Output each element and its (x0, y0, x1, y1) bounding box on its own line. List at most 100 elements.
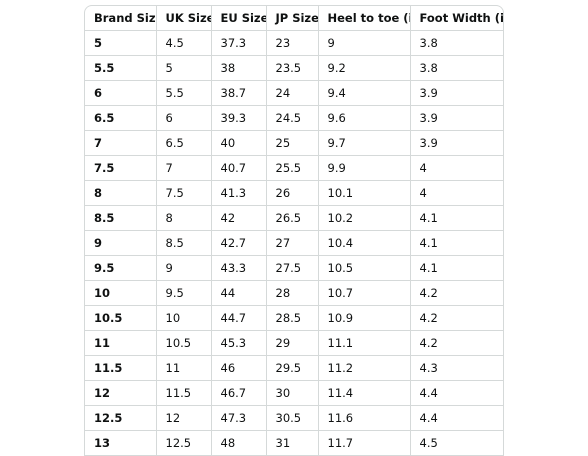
cell-heel-to-toe: 10.1 (318, 180, 411, 206)
cell-jp-size: 28 (266, 280, 319, 306)
cell-brand-size: 12.5 (85, 405, 157, 431)
cell-heel-to-toe: 9.4 (318, 80, 411, 106)
cell-brand-size: 13 (85, 430, 157, 456)
cell-brand-size: 10.5 (85, 305, 157, 331)
table-row: 8 7.5 41.3 26 10.1 4 (85, 180, 503, 206)
cell-jp-size: 25 (266, 130, 319, 156)
cell-eu-size: 38 (211, 55, 267, 81)
cell-foot-width: 4.4 (410, 380, 503, 406)
table-row: 6 5.5 38.7 24 9.4 3.9 (85, 80, 503, 106)
cell-heel-to-toe: 11.1 (318, 330, 411, 356)
table-row: 12 11.5 46.7 30 11.4 4.4 (85, 380, 503, 406)
cell-heel-to-toe: 11.6 (318, 405, 411, 431)
cell-uk-size: 10 (156, 305, 212, 331)
cell-eu-size: 42.7 (211, 230, 267, 256)
cell-brand-size: 9 (85, 230, 157, 256)
cell-brand-size: 8.5 (85, 205, 157, 231)
table-body: 5 4.5 37.3 23 9 3.8 5.5 5 38 23.5 9.2 3.8 6 5.5 38.7 24… (85, 30, 503, 456)
cell-foot-width: 4 (410, 180, 503, 206)
table-row: 6.5 6 39.3 24.5 9.6 3.9 (85, 105, 503, 131)
header-eu-size: EU Size (211, 6, 267, 31)
cell-eu-size: 45.3 (211, 330, 267, 356)
cell-uk-size: 12.5 (156, 430, 212, 456)
cell-uk-size: 5.5 (156, 80, 212, 106)
cell-heel-to-toe: 10.4 (318, 230, 411, 256)
cell-uk-size: 9 (156, 255, 212, 281)
cell-eu-size: 38.7 (211, 80, 267, 106)
cell-eu-size: 46.7 (211, 380, 267, 406)
cell-foot-width: 4.2 (410, 280, 503, 306)
cell-uk-size: 7 (156, 155, 212, 181)
header-jp-size: JP Size (266, 6, 319, 31)
cell-eu-size: 46 (211, 355, 267, 381)
cell-jp-size: 30 (266, 380, 319, 406)
cell-eu-size: 44.7 (211, 305, 267, 331)
cell-eu-size: 40.7 (211, 155, 267, 181)
cell-eu-size: 40 (211, 130, 267, 156)
header-heel-to-toe: Heel to toe (in) (318, 6, 411, 31)
cell-heel-to-toe: 9.2 (318, 55, 411, 81)
cell-eu-size: 41.3 (211, 180, 267, 206)
cell-jp-size: 26.5 (266, 205, 319, 231)
cell-jp-size: 24 (266, 80, 319, 106)
cell-brand-size: 9.5 (85, 255, 157, 281)
cell-foot-width: 3.9 (410, 130, 503, 156)
table-row: 11.5 11 46 29.5 11.2 4.3 (85, 355, 503, 381)
cell-foot-width: 3.9 (410, 105, 503, 131)
cell-heel-to-toe: 9.7 (318, 130, 411, 156)
header-brand-size: Brand Size (85, 6, 157, 31)
cell-eu-size: 37.3 (211, 30, 267, 56)
cell-foot-width: 4.3 (410, 355, 503, 381)
cell-foot-width: 4.1 (410, 230, 503, 256)
cell-brand-size: 12 (85, 380, 157, 406)
cell-jp-size: 23.5 (266, 55, 319, 81)
cell-brand-size: 10 (85, 280, 157, 306)
cell-heel-to-toe: 9.6 (318, 105, 411, 131)
cell-foot-width: 3.8 (410, 30, 503, 56)
cell-jp-size: 27.5 (266, 255, 319, 281)
table-header-row: Brand Size UK Size EU Size JP Size Heel … (85, 6, 503, 31)
cell-brand-size: 8 (85, 180, 157, 206)
size-chart-table: Brand Size UK Size EU Size JP Size Heel … (85, 6, 503, 456)
cell-brand-size: 7 (85, 130, 157, 156)
cell-brand-size: 6.5 (85, 105, 157, 131)
cell-heel-to-toe: 10.9 (318, 305, 411, 331)
cell-jp-size: 27 (266, 230, 319, 256)
cell-eu-size: 39.3 (211, 105, 267, 131)
cell-jp-size: 25.5 (266, 155, 319, 181)
cell-uk-size: 11 (156, 355, 212, 381)
cell-uk-size: 12 (156, 405, 212, 431)
cell-uk-size: 8 (156, 205, 212, 231)
cell-heel-to-toe: 11.4 (318, 380, 411, 406)
cell-uk-size: 6 (156, 105, 212, 131)
cell-uk-size: 6.5 (156, 130, 212, 156)
cell-eu-size: 44 (211, 280, 267, 306)
cell-foot-width: 4.5 (410, 430, 503, 456)
cell-brand-size: 11.5 (85, 355, 157, 381)
cell-uk-size: 9.5 (156, 280, 212, 306)
cell-heel-to-toe: 10.2 (318, 205, 411, 231)
cell-jp-size: 24.5 (266, 105, 319, 131)
cell-jp-size: 29 (266, 330, 319, 356)
header-uk-size: UK Size (156, 6, 212, 31)
cell-eu-size: 43.3 (211, 255, 267, 281)
cell-brand-size: 5 (85, 30, 157, 56)
table-row: 7.5 7 40.7 25.5 9.9 4 (85, 155, 503, 181)
table-row: 13 12.5 48 31 11.7 4.5 (85, 430, 503, 456)
cell-heel-to-toe: 10.7 (318, 280, 411, 306)
cell-foot-width: 4.1 (410, 205, 503, 231)
cell-jp-size: 28.5 (266, 305, 319, 331)
table-row: 5 4.5 37.3 23 9 3.8 (85, 30, 503, 56)
cell-eu-size: 48 (211, 430, 267, 456)
cell-foot-width: 4 (410, 155, 503, 181)
table-row: 12.5 12 47.3 30.5 11.6 4.4 (85, 405, 503, 431)
cell-heel-to-toe: 9.9 (318, 155, 411, 181)
size-chart: Brand Size UK Size EU Size JP Size Heel … (84, 5, 504, 456)
cell-uk-size: 7.5 (156, 180, 212, 206)
cell-jp-size: 30.5 (266, 405, 319, 431)
header-foot-width: Foot Width (in) (410, 6, 503, 31)
cell-jp-size: 31 (266, 430, 319, 456)
cell-heel-to-toe: 10.5 (318, 255, 411, 281)
table-row: 8.5 8 42 26.5 10.2 4.1 (85, 205, 503, 231)
cell-uk-size: 5 (156, 55, 212, 81)
